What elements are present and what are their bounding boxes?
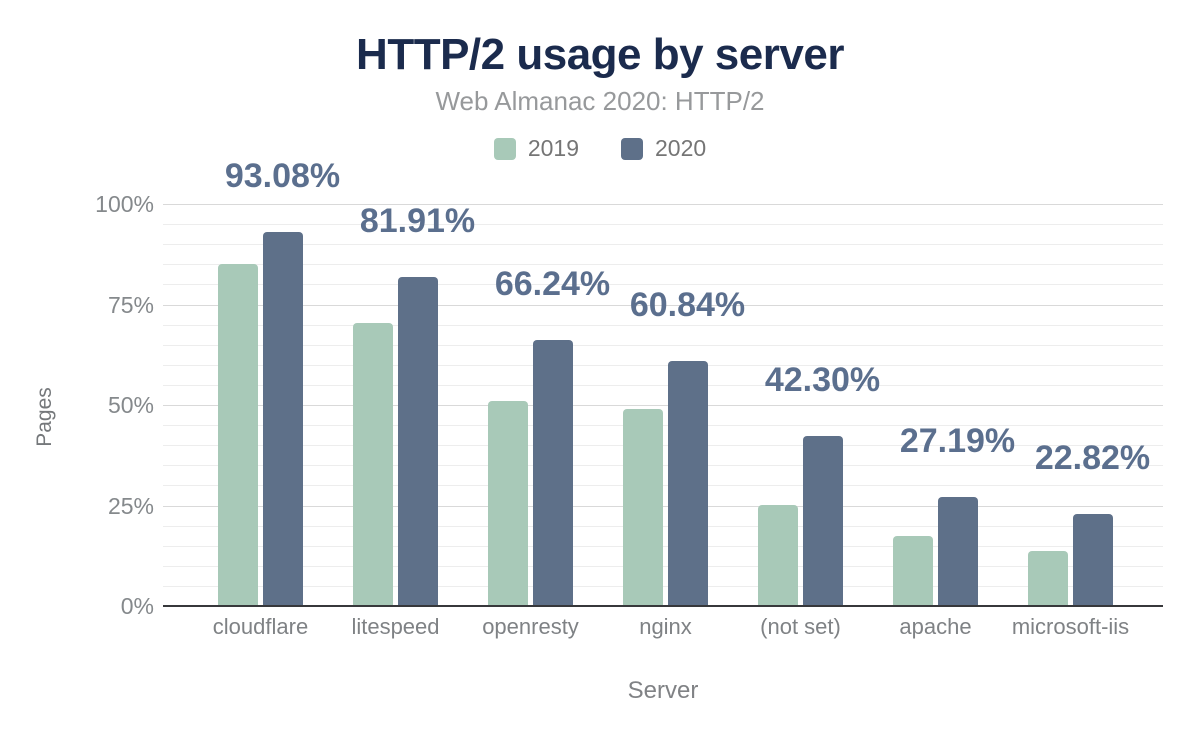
x-tick-label: nginx <box>639 614 692 639</box>
bar-group-cloudflare: 93.08% <box>193 157 340 606</box>
bar-2019--not-set- <box>758 505 798 606</box>
bar-2019-openresty <box>488 401 528 606</box>
data-label-2020: 93.08% <box>224 156 341 195</box>
x-tick-label: cloudflare <box>212 614 309 639</box>
bar-2020-microsoft-iis <box>1073 514 1113 606</box>
legend-label-2019: 2019 <box>527 135 579 161</box>
gridline-minor <box>163 545 1163 547</box>
chart-legend: 2019 2020 <box>0 135 1200 162</box>
data-label-2020: 60.84% <box>629 286 746 325</box>
chart-subtitle: Web Almanac 2020: HTTP/2 <box>435 86 765 116</box>
data-label-2020: 22.82% <box>1034 439 1151 478</box>
gridline-major <box>163 505 1163 507</box>
gridline-minor <box>163 324 1163 326</box>
data-label-2020: 81.91% <box>359 201 476 240</box>
gridline-minor <box>163 525 1163 527</box>
gridline-minor <box>163 384 1163 386</box>
bar-2020-litespeed <box>398 276 438 606</box>
gridline-major <box>163 304 1163 306</box>
bars-row: 93.08% 81.91% 66.24% 60.84% 42.30% 27.19% 22.8… <box>163 157 1163 606</box>
gridline-minor <box>163 465 1163 467</box>
gridline-minor <box>163 425 1163 427</box>
gridline-major <box>163 405 1163 406</box>
legend-item-2020: 2020 <box>621 135 706 162</box>
bar-2019-nginx <box>623 409 663 606</box>
x-axis-baseline <box>163 605 1163 607</box>
y-tick-label: 25% <box>107 492 154 519</box>
bar-2020-nginx <box>668 361 708 606</box>
y-tick-label: 0% <box>120 593 154 619</box>
x-tick-label: litespeed <box>351 614 440 639</box>
y-tick-label: 100% <box>95 191 154 217</box>
gridline-minor <box>163 364 1163 366</box>
bar-group-nginx: 60.84% <box>598 204 745 606</box>
x-tick-label: microsoft-iis <box>1011 614 1130 639</box>
gridline-minor <box>163 565 1163 567</box>
bar-2020-openresty <box>533 339 573 606</box>
x-tick-label: apache <box>899 614 972 639</box>
data-label-2020: 27.19% <box>899 421 1016 460</box>
gridline-minor <box>163 264 1163 266</box>
gridline-minor <box>163 244 1163 246</box>
y-axis-title: Pages <box>33 387 56 447</box>
gridline-minor <box>163 585 1163 587</box>
x-tick-label: openresty <box>482 614 579 639</box>
bar-2020-cloudflare <box>263 231 303 606</box>
bar-2020--not-set- <box>803 435 843 606</box>
gridline-major <box>163 204 1163 205</box>
legend-item-2019: 2019 <box>493 135 579 162</box>
y-tick-label: 50% <box>107 392 154 418</box>
x-tick-label: (not set) <box>760 614 841 639</box>
x-axis-title: Server <box>627 677 699 704</box>
bar-2019-microsoft-iis <box>1028 550 1068 606</box>
gridline-minor <box>163 284 1163 286</box>
bar-2019-litespeed <box>353 323 393 606</box>
legend-swatch-2020-icon <box>621 137 643 160</box>
bar-2019-cloudflare <box>218 263 258 606</box>
plot-area: 93.08% 81.91% 66.24% 60.84% 42.30% 27.19% 22.8… <box>163 157 1163 607</box>
chart-title: HTTP/2 usage by server <box>356 30 844 79</box>
gridline-minor <box>163 224 1163 226</box>
x-axis-labels: cloudflare litespeed openresty nginx (not se… <box>163 614 1163 640</box>
y-tick-label: 75% <box>107 291 154 318</box>
data-label-2020: 42.30% <box>764 360 881 399</box>
bar-2019-apache <box>893 535 933 606</box>
gridline-minor <box>163 344 1163 346</box>
gridline-minor <box>163 445 1163 447</box>
bar-group-microsoft-iis: 22.82% <box>1003 204 1150 606</box>
bar-group-apache: 27.19% <box>868 204 1015 606</box>
data-label-2020: 66.24% <box>494 264 611 303</box>
legend-swatch-2019-icon <box>493 137 516 160</box>
bar-group-litespeed: 81.91% <box>328 202 475 606</box>
bar-group-openresty: 66.24% <box>463 204 610 606</box>
bar-2020-apache <box>938 496 978 606</box>
bar-group--not-set-: 42.30% <box>733 204 880 606</box>
legend-label-2020: 2020 <box>655 135 707 161</box>
gridline-minor <box>163 485 1163 487</box>
